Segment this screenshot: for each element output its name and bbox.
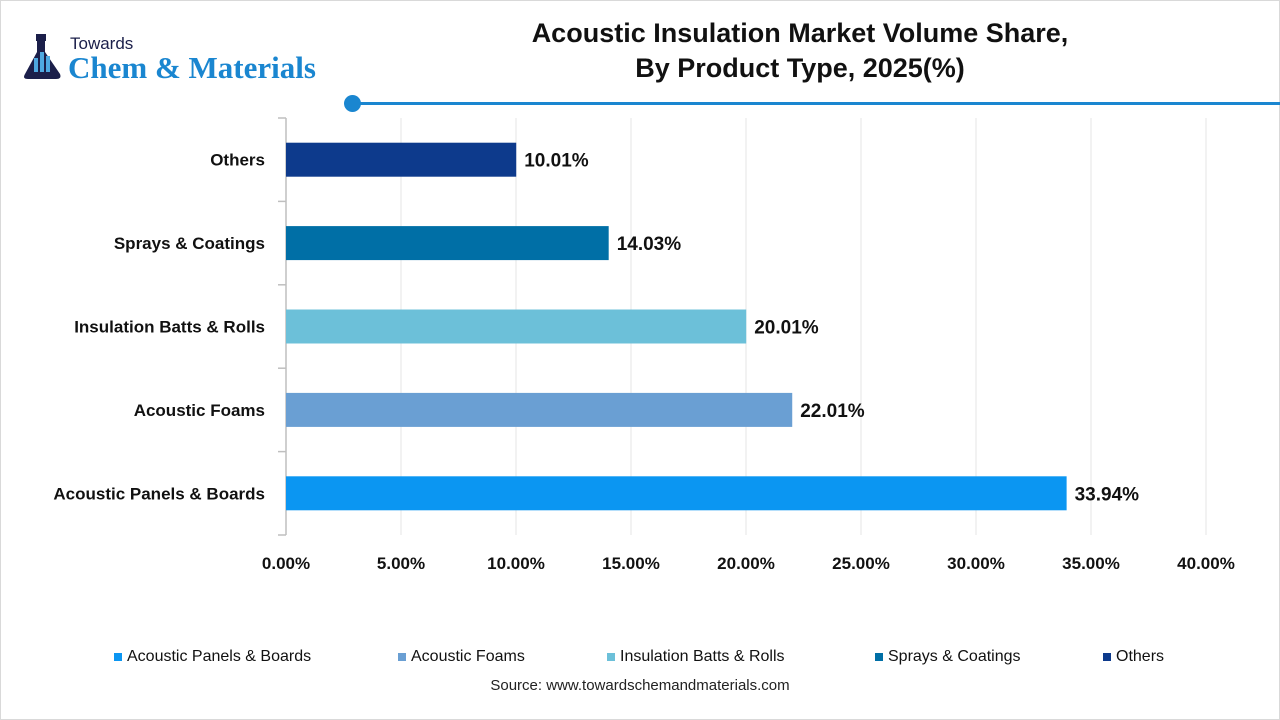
x-tick-label: 25.00% [832, 554, 890, 573]
legend-swatch [398, 653, 406, 661]
x-tick-label: 30.00% [947, 554, 1005, 573]
legend-item: Others [1103, 648, 1164, 666]
bar-acoustic-panels-boards [286, 476, 1067, 511]
legend-label: Insulation Batts & Rolls [620, 648, 785, 665]
legend-item: Sprays & Coatings [875, 648, 1021, 666]
x-tick-label: 0.00% [262, 554, 310, 573]
legend-item: Acoustic Foams [398, 648, 525, 666]
flask-icon [24, 34, 61, 79]
title-underline [360, 102, 1280, 105]
x-tick-label: 15.00% [602, 554, 660, 573]
logo-towards: Towards [70, 34, 134, 53]
legend-swatch [607, 653, 615, 661]
chart-title: Acoustic Insulation Market Volume Share,… [430, 16, 1170, 86]
x-tick-label: 35.00% [1062, 554, 1120, 573]
bar-sprays-coatings [286, 226, 609, 261]
legend-item: Acoustic Panels & Boards [114, 648, 311, 666]
x-tick-label: 10.00% [487, 554, 545, 573]
category-label: Insulation Batts & Rolls [74, 318, 265, 337]
data-label: 22.01% [800, 401, 865, 422]
category-label: Sprays & Coatings [114, 234, 265, 253]
title-dot [344, 95, 361, 112]
legend-label: Acoustic Foams [411, 648, 525, 665]
data-label: 14.03% [617, 234, 682, 255]
category-label: Acoustic Panels & Boards [53, 484, 265, 503]
legend-label: Acoustic Panels & Boards [127, 648, 312, 665]
logo-chem-materials: Chem & Materials [68, 50, 316, 85]
bar-others [286, 142, 517, 177]
data-label: 10.01% [524, 151, 589, 172]
bar-chart: 0.00% 5.00% 10.00% 15.00% 20.00% 25.00% 30.00%… [53, 117, 1235, 573]
bar-acoustic-foams [286, 392, 793, 427]
x-tick-label: 20.00% [717, 554, 775, 573]
x-tick-label: 40.00% [1177, 554, 1235, 573]
data-label: 20.01% [754, 318, 819, 339]
legend: Acoustic Panels & Boards Acoustic Foams In… [0, 648, 1280, 668]
legend-swatch [1103, 653, 1111, 661]
legend-item: Insulation Batts & Rolls [607, 648, 785, 666]
source-text: Source: www.towardschemandmaterials.com [490, 677, 790, 694]
title-line-1: Acoustic Insulation Market Volume Share, [531, 18, 1069, 48]
x-tick-label: 5.00% [377, 554, 425, 573]
title-line-2: By Product Type, 2025(%) [635, 53, 965, 83]
bar-insulation-batts-rolls [286, 309, 747, 344]
legend-label: Sprays & Coatings [888, 648, 1021, 665]
legend-swatch [875, 653, 883, 661]
legend-swatch [114, 653, 122, 661]
data-label: 33.94% [1075, 484, 1140, 505]
legend-label: Others [1116, 648, 1165, 665]
category-label: Acoustic Foams [134, 401, 265, 420]
category-label: Others [210, 151, 265, 170]
